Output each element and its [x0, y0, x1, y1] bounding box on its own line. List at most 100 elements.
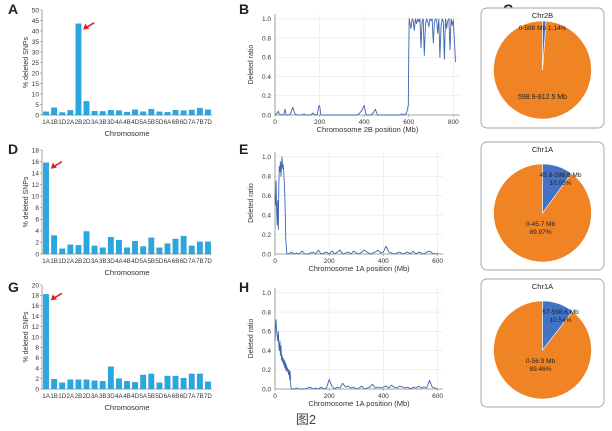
bar-6a — [164, 375, 171, 390]
bar-chart-g: 0 2 4 6 8 10 12 14 16 18 20 1A 1B 1D 2A 2B 2D 3A 3B 3D 4A 4B 4… — [23, 282, 212, 412]
y-tick-label: 0.6 — [262, 55, 271, 62]
x-tick-label: 6A — [164, 393, 172, 400]
x-tick-label: 5B — [147, 393, 155, 400]
bar-5a — [140, 246, 147, 255]
x-tick-label: 2B — [75, 393, 83, 400]
bar-4a — [116, 110, 122, 116]
x-tick-label: 200 — [314, 119, 325, 126]
y-tick-label: 0 — [35, 112, 39, 119]
x-tick-label: 1D — [58, 119, 66, 126]
x-tick-label: 0 — [273, 258, 277, 265]
bar-1a — [43, 294, 49, 390]
y-tick-label: 16 — [32, 159, 40, 166]
x-tick-label: 4B — [123, 119, 131, 126]
x-tick-label: 7D — [204, 393, 212, 400]
bar-5a — [140, 374, 147, 390]
bar-7b — [196, 107, 203, 116]
y-axis-label: Deleted ratio — [248, 183, 255, 223]
x-tick-label: 1A — [42, 119, 50, 126]
x-tick-label: 3A — [91, 119, 99, 126]
bar-5d — [156, 111, 163, 116]
x-tick-label: 2D — [83, 119, 91, 126]
x-tick-label: 4D — [131, 258, 139, 265]
pie-slice-major-pct: 89.46% — [529, 366, 551, 373]
bar-6d — [180, 110, 187, 116]
y-tick-label: 2 — [35, 240, 39, 247]
pie-slice-minor-pct: 10.54% — [549, 317, 571, 324]
bar-2b — [75, 379, 82, 390]
y-tick-label: 20 — [32, 70, 40, 77]
pie-slice-minor-label: 0-598 Mb 1.14% — [519, 25, 567, 32]
bar-6d — [180, 235, 187, 255]
x-tick-label: 5A — [139, 258, 147, 265]
x-tick-label: 6D — [180, 393, 188, 400]
pie-chart-c: Chr2B 0-598 Mb 1.14% 598.9-812.5 Mb — [480, 7, 605, 129]
bar-7a — [188, 245, 195, 255]
bar-7a — [188, 109, 195, 116]
panel-label-e: E — [239, 141, 248, 157]
pie-title: Chr2B — [532, 11, 553, 20]
bar-2a — [67, 244, 74, 255]
x-tick-label: 0 — [273, 393, 277, 400]
x-tick-label: 1B — [50, 119, 58, 126]
x-tick-label: 4A — [115, 393, 123, 400]
x-tick-label: 2B — [75, 258, 83, 265]
y-tick-label: 0.4 — [262, 212, 271, 219]
line-chart-h: 0.0 0.2 0.4 0.6 0.8 1.0 0 200 400 600 Chromosome 1… — [248, 288, 443, 408]
y-tick-label: 0.8 — [262, 309, 271, 316]
x-tick-label: 5A — [139, 119, 147, 126]
y-tick-label: 30 — [32, 49, 40, 56]
panel-label-g: G — [8, 279, 19, 295]
pie-slice-minor-label: 45.8-598.6 Mb — [540, 172, 582, 179]
y-axis-label: % deleted SNPs — [23, 311, 30, 362]
x-tick-label: 2B — [75, 119, 83, 126]
y-tick-label: 15 — [32, 81, 40, 88]
y-tick-label: 10 — [32, 91, 40, 98]
bar-2d — [83, 101, 90, 116]
y-tick-label: 1.0 — [262, 154, 271, 161]
panel-label-b: B — [239, 1, 249, 17]
y-tick-label: 0.8 — [262, 174, 271, 181]
y-tick-label: 12 — [32, 324, 40, 331]
bar-6a — [164, 243, 171, 255]
bar-3a — [91, 111, 98, 116]
bar-7d — [205, 241, 211, 255]
x-axis-label: Chromosome 1A position (Mb) — [308, 399, 410, 408]
line-chart-b: 0.0 0.2 0.4 0.6 0.8 1.0 0 200 400 600 800 Chromosom… — [248, 14, 460, 134]
pie-title: Chr1A — [532, 282, 553, 291]
arrow-head — [50, 294, 57, 301]
pie-slice-minor — [542, 300, 574, 351]
y-tick-label: 0.2 — [262, 93, 271, 100]
y-tick-label: 0.0 — [262, 112, 271, 119]
pie-slice-major-label: 598.9-812.5 Mb — [518, 94, 567, 101]
x-axis-label: Chromosome — [104, 403, 149, 412]
y-tick-label: 0.2 — [262, 367, 271, 374]
x-tick-label: 3D — [107, 258, 115, 265]
x-axis-label: Chromosome 1A position (Mb) — [308, 264, 410, 273]
y-tick-label: 4 — [35, 228, 39, 235]
x-tick-label: 3D — [107, 393, 115, 400]
x-tick-label: 6B — [172, 393, 180, 400]
x-tick-label: 3B — [99, 258, 107, 265]
y-tick-label: 6 — [35, 355, 39, 362]
y-tick-label: 14 — [32, 314, 40, 321]
bar-1d — [59, 248, 66, 255]
panel-label-a: A — [8, 1, 18, 17]
bar-1a — [43, 111, 49, 116]
bar-5b — [148, 237, 155, 255]
x-tick-label: 6B — [172, 119, 180, 126]
x-axis-label: Chromosome — [104, 268, 149, 277]
bar-1d — [59, 112, 66, 116]
bar-5b — [148, 108, 155, 116]
x-tick-label: 6B — [172, 258, 180, 265]
y-tick-label: 25 — [32, 60, 40, 67]
x-tick-label: 4A — [115, 258, 123, 265]
bar-7a — [188, 373, 195, 390]
x-tick-label: 5A — [139, 393, 147, 400]
bar-3b — [99, 247, 106, 255]
x-tick-label: 2D — [83, 393, 91, 400]
bar-1d — [59, 382, 66, 390]
bar-1b — [51, 107, 58, 116]
bar-6a — [164, 112, 171, 116]
